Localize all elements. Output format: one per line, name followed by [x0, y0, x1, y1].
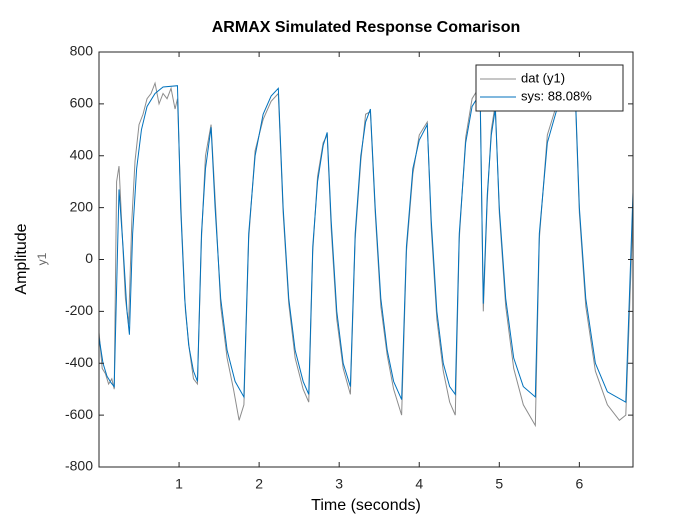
- x-tick-label: 6: [575, 476, 583, 492]
- y-channel-label: y1: [35, 252, 49, 265]
- y-tick-label: -600: [65, 406, 93, 422]
- legend: dat (y1) sys: 88.08%: [475, 64, 624, 112]
- y-axis-label: Amplitude: [13, 223, 30, 294]
- chart-title: ARMAX Simulated Response Comarison: [212, 19, 521, 36]
- y-tick-label: 400: [70, 146, 94, 162]
- legend-box: [475, 64, 624, 112]
- x-tick-label: 1: [175, 476, 183, 492]
- x-tick-label: 5: [495, 476, 503, 492]
- legend-label: sys: 88.08%: [521, 88, 592, 103]
- x-axis-label: Time (seconds): [311, 497, 421, 514]
- y-tick-label: -200: [65, 302, 93, 318]
- y-tick-label: -400: [65, 354, 93, 370]
- y-tick-label: 600: [70, 95, 94, 111]
- x-tick-label: 2: [255, 476, 263, 492]
- data-line: [98, 85, 634, 403]
- x-tick-label: 4: [415, 476, 423, 492]
- y-tick-label: 800: [70, 43, 94, 59]
- x-tick-label: 3: [335, 476, 343, 492]
- y-tick-label: -800: [65, 458, 93, 474]
- y-tick-label: 200: [70, 198, 94, 214]
- legend-label: dat (y1): [521, 70, 565, 85]
- y-tick-label: 0: [85, 250, 93, 266]
